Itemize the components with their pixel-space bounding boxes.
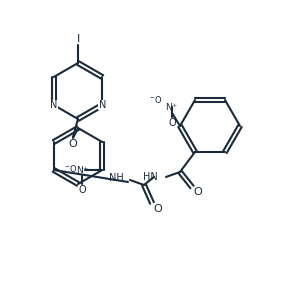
Text: N: N <box>99 100 106 110</box>
Text: I: I <box>76 34 80 44</box>
Text: O: O <box>194 187 202 197</box>
Text: NH: NH <box>109 173 124 183</box>
Text: $^{-}$O: $^{-}$O <box>149 94 163 104</box>
Text: $^{-}$O: $^{-}$O <box>64 163 77 173</box>
Text: N$^{+}$: N$^{+}$ <box>165 101 179 113</box>
Text: O: O <box>78 185 86 195</box>
Text: O: O <box>154 204 162 214</box>
Text: HN: HN <box>143 172 158 182</box>
Text: O: O <box>168 118 176 128</box>
Text: O: O <box>69 139 78 149</box>
Text: N$^{+}$: N$^{+}$ <box>75 164 89 176</box>
Text: N: N <box>50 100 57 110</box>
